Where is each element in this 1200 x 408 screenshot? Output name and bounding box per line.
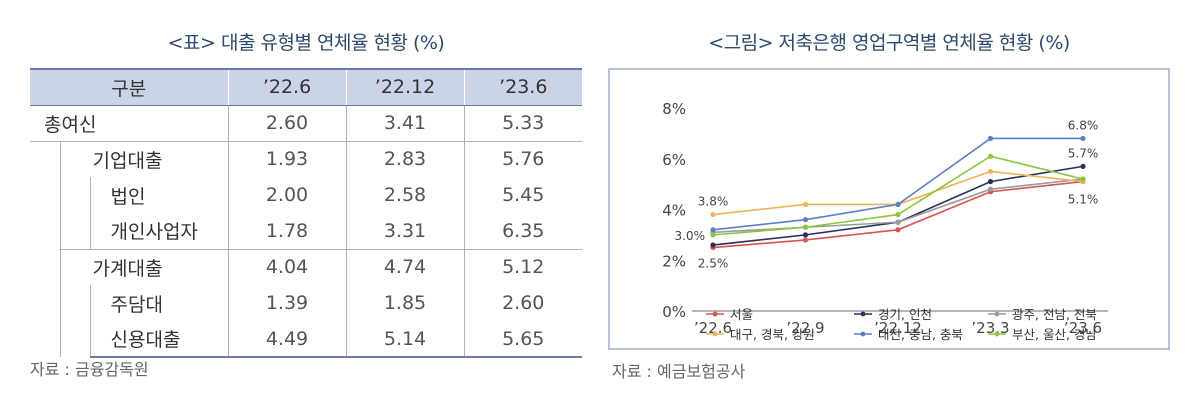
delinquency-table: 구분 ’22.6 ’22.12 ’23.6 총여신 2.60 3.41 5.33… — [30, 68, 582, 358]
cell: 5.45 — [463, 177, 582, 213]
x-tick-label: ’23.6 — [1064, 319, 1102, 337]
data-point — [802, 237, 809, 243]
y-tick-label: 4% — [662, 202, 686, 220]
data-point — [987, 135, 994, 142]
row-label: 가계대출 — [59, 248, 228, 285]
data-label: 5.1% — [1068, 193, 1099, 207]
table-row: 신용대출 4.49 5.14 5.65 — [30, 321, 582, 358]
cell: 3.31 — [345, 213, 464, 249]
data-point — [987, 168, 994, 175]
cell: 1.93 — [227, 140, 346, 177]
cell: 5.76 — [463, 140, 582, 177]
cell: 5.12 — [463, 248, 582, 285]
data-label: 5.7% — [1068, 146, 1099, 160]
chart-panel: <그림> 저축은행 영업구역별 연체율 현황 (%) 0% 2% 4% 6% 8% ’22… — [608, 28, 1170, 350]
row-label: 법인 — [89, 177, 228, 213]
legend-marker — [860, 311, 866, 317]
data-point — [1080, 135, 1086, 142]
data-point — [710, 211, 716, 218]
table-row: 기업대출 1.93 2.83 5.76 — [30, 140, 582, 357]
cell: 2.00 — [227, 177, 346, 213]
cell: 4.74 — [345, 248, 464, 285]
legend-marker — [994, 331, 1000, 337]
cell: 2.83 — [345, 140, 464, 177]
x-tick-label: ’23.3 — [971, 319, 1009, 337]
chart-title: <그림> 저축은행 영업구역별 연체율 현황 (%) — [708, 32, 1070, 54]
row-label: 신용대출 — [89, 321, 228, 358]
table-row: 주담대 1.39 1.85 2.60 — [30, 285, 582, 357]
chart-box: 0% 2% 4% 6% 8% ’22.6 ’22.9 ’22.12 ’23.3 ’23.6 3.8%… — [608, 68, 1170, 350]
cell: 6.35 — [463, 213, 582, 249]
legend-marker — [712, 331, 718, 337]
header-col-3: ’23.6 — [463, 68, 582, 106]
y-tick-label: 0% — [662, 303, 686, 321]
data-point — [987, 178, 994, 185]
row-label: 개인사업자 — [89, 213, 228, 249]
table-title: <표> 대출 유형별 연체율 현황 (%) — [167, 32, 445, 54]
data-point — [987, 153, 994, 159]
x-tick-label: ’22.12 — [874, 319, 922, 337]
cell: 5.14 — [345, 321, 464, 358]
data-label: 3.8% — [698, 195, 729, 209]
data-point — [895, 201, 901, 208]
data-point — [1080, 176, 1086, 182]
cell: 4.49 — [227, 321, 346, 358]
data-point — [802, 224, 809, 230]
data-point — [802, 217, 809, 223]
table-panel: <표> 대출 유형별 연체율 현황 (%) 구분 ’22.6 ’22.12 ’2… — [30, 28, 582, 358]
data-label: 6.8% — [1068, 118, 1099, 132]
line-chart: 0% 2% 4% 6% 8% ’22.6 ’22.9 ’22.12 ’23.3 ’23.6 3.8%… — [662, 100, 1108, 342]
legend-label: 대전, 충남, 충북 — [878, 327, 963, 342]
legend-label: 경기, 인천 — [878, 307, 932, 322]
data-point — [895, 219, 901, 225]
cell: 5.33 — [463, 105, 582, 141]
data-label: 2.5% — [698, 257, 729, 271]
data-point — [710, 242, 716, 248]
chart-source: 자료 : 예금보험공사 — [612, 362, 746, 381]
series-line — [712, 170, 1084, 216]
legend-label: 서울 — [730, 307, 753, 322]
cell: 2.60 — [463, 285, 582, 321]
table-row: 법인 2.00 2.58 5.45 — [30, 177, 582, 249]
data-point — [710, 227, 716, 233]
cell: 3.41 — [345, 105, 464, 141]
data-point — [1080, 163, 1086, 169]
data-point — [802, 232, 809, 238]
row-label: 주담대 — [89, 285, 228, 321]
cell: 5.65 — [463, 321, 582, 358]
y-tick-label: 2% — [662, 252, 686, 270]
y-tick-label: 8% — [662, 100, 686, 118]
legend-label: 부산, 울산, 경남 — [1012, 327, 1097, 342]
cell: 2.60 — [227, 105, 346, 141]
y-tick-label: 6% — [662, 151, 686, 169]
table-row: 개인사업자 1.78 3.31 6.35 — [30, 213, 582, 249]
data-point — [710, 232, 716, 238]
table-source: 자료 : 금융감독원 — [30, 360, 149, 379]
cell: 4.04 — [227, 248, 346, 285]
data-point — [895, 227, 901, 233]
x-tick-label: ’22.6 — [694, 319, 732, 337]
legend-marker — [712, 311, 718, 317]
table-row: 총여신 2.60 3.41 5.33 — [30, 105, 582, 141]
legend-label: 대구, 경북, 강원 — [730, 327, 815, 342]
cell: 2.58 — [345, 177, 464, 213]
data-label: 3.0% — [675, 229, 706, 243]
header-category: 구분 — [30, 68, 228, 106]
row-label: 기업대출 — [59, 140, 228, 177]
legend-marker — [860, 331, 866, 337]
table-header-row: 구분 ’22.6 ’22.12 ’23.6 — [30, 68, 582, 106]
x-tick-label: ’22.9 — [786, 319, 824, 337]
data-point — [895, 211, 901, 218]
data-point — [987, 186, 994, 192]
cell: 1.39 — [227, 285, 346, 321]
row-label: 총여신 — [44, 113, 97, 136]
header-col-2: ’22.12 — [345, 68, 464, 106]
cell: 1.78 — [227, 213, 346, 249]
table-row: 가계대출 4.04 4.74 5.12 — [30, 248, 582, 285]
header-col-1: ’22.6 — [227, 68, 346, 106]
data-point — [802, 201, 809, 208]
legend-label: 광주, 전남, 전북 — [1012, 307, 1097, 322]
legend-marker — [994, 311, 1000, 317]
cell: 1.85 — [345, 285, 464, 321]
